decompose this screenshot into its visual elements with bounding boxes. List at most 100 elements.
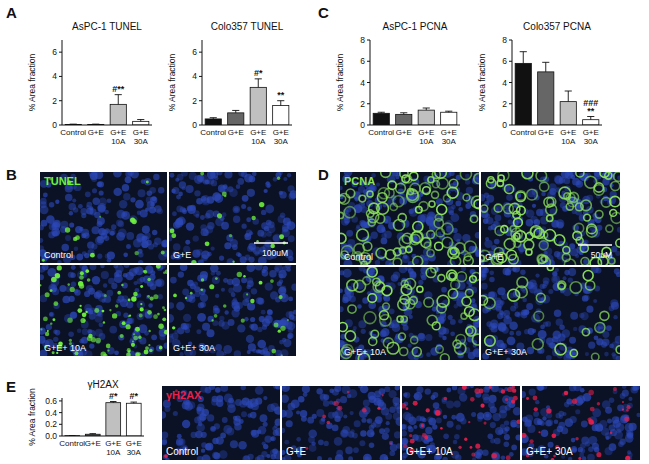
stain-spot: [435, 172, 447, 178]
error-cap: [90, 433, 96, 434]
nucleus: [447, 206, 454, 213]
nucleus: [228, 186, 234, 192]
stain-spot: [406, 247, 412, 253]
nucleus: [280, 319, 287, 326]
nucleus: [119, 200, 127, 208]
y-axis-label: % Area fraction: [27, 388, 37, 446]
stain-spot: [172, 326, 175, 329]
error-bar: [131, 402, 137, 403]
error-bar: [115, 95, 122, 105]
y-tick: [59, 52, 62, 53]
stain-spot: [517, 206, 526, 215]
x-tick-label: Control: [60, 128, 86, 137]
stain-spot: [164, 330, 167, 335]
error-cap: [587, 116, 594, 117]
nucleus: [258, 349, 262, 353]
nucleus: [231, 292, 236, 297]
nucleus: [211, 180, 217, 186]
y-tick-label: 0.0: [45, 431, 57, 441]
micrograph: [340, 267, 479, 360]
stain-spot: [82, 313, 87, 318]
stain-spot: [205, 241, 210, 246]
nucleus: [183, 314, 191, 322]
nucleus: [489, 277, 495, 283]
panel-letter: A: [6, 4, 17, 21]
nucleus: [145, 311, 153, 319]
stain-spot: [363, 277, 371, 285]
stain-spot: [347, 280, 358, 291]
stain-spot: [241, 319, 245, 323]
nucleus: [238, 172, 244, 176]
error-bar: [565, 91, 572, 102]
plot-area: [65, 402, 141, 436]
stain-spot: [163, 272, 165, 274]
stain-spot: [410, 297, 417, 304]
stain-spot: [147, 310, 152, 315]
nucleus: [535, 273, 539, 277]
stain-spot: [170, 229, 175, 234]
bar: [560, 102, 576, 125]
stain-spot: [526, 233, 533, 240]
nucleus: [421, 275, 427, 281]
nucleus: [118, 221, 124, 227]
micrograph-bg: [40, 172, 167, 263]
x-tick-label: G+E: [396, 128, 412, 137]
nucleus: [97, 203, 106, 212]
nucleus: [403, 325, 409, 331]
nucleus: [223, 345, 232, 354]
nucleus: [196, 329, 201, 334]
chart-title: AsPC-1 PCNA: [382, 21, 447, 32]
nucleus: [496, 306, 502, 312]
stain-spot: [147, 295, 150, 298]
x-tick-label: G+E30A: [126, 439, 142, 457]
nucleus: [158, 187, 164, 193]
error-bar: [423, 108, 430, 110]
nucleus: [275, 267, 279, 271]
nucleus: [149, 346, 154, 351]
nucleus: [92, 276, 100, 284]
nucleus: [163, 343, 167, 349]
nucleus: [137, 313, 144, 320]
stain-spot: [431, 267, 438, 273]
y-tick: [367, 82, 370, 83]
error-bar: [378, 112, 385, 113]
stain-spot: [544, 230, 555, 241]
micrograph-bg: [481, 267, 620, 360]
figure: ABCDEAsPC-1 TUNEL% Area fractionControlG…: [0, 0, 649, 464]
stain-spot: [417, 286, 423, 292]
chart-title: Colo357 TUNEL: [211, 21, 284, 32]
nucleus: [450, 319, 456, 325]
nucleus: [265, 205, 274, 214]
stain-spot: [432, 191, 439, 198]
nucleus: [237, 178, 244, 185]
nucleus: [194, 190, 200, 196]
y-tick: [59, 424, 62, 425]
stain-spot: [346, 189, 355, 198]
stain-spot: [400, 172, 408, 178]
nucleus: [287, 173, 291, 177]
error-bar: [542, 62, 549, 72]
x-tick-label: G+E10A: [105, 439, 121, 457]
stain-spot: [211, 319, 213, 321]
stain-spot: [159, 346, 163, 350]
x-tick-label-line: 30A: [134, 137, 149, 146]
stain-spot: [222, 192, 227, 197]
nucleus: [526, 303, 533, 310]
nucleus: [87, 242, 94, 249]
stain-spot: [481, 255, 484, 261]
nucleus: [78, 204, 83, 209]
nucleus: [62, 296, 70, 304]
stain-spot: [153, 294, 158, 299]
nucleus: [286, 311, 293, 318]
nucleus: [247, 189, 255, 197]
nucleus: [74, 289, 80, 295]
nucleus: [291, 284, 296, 291]
nucleus: [90, 265, 97, 270]
y-tick-label: 4: [52, 71, 57, 81]
y-tick-label: 0.2: [45, 419, 57, 429]
error-bar: [110, 402, 116, 403]
nucleus: [215, 344, 222, 351]
nucleus: [510, 305, 516, 311]
stain-spot: [287, 319, 289, 321]
stain-spot: [437, 295, 449, 307]
